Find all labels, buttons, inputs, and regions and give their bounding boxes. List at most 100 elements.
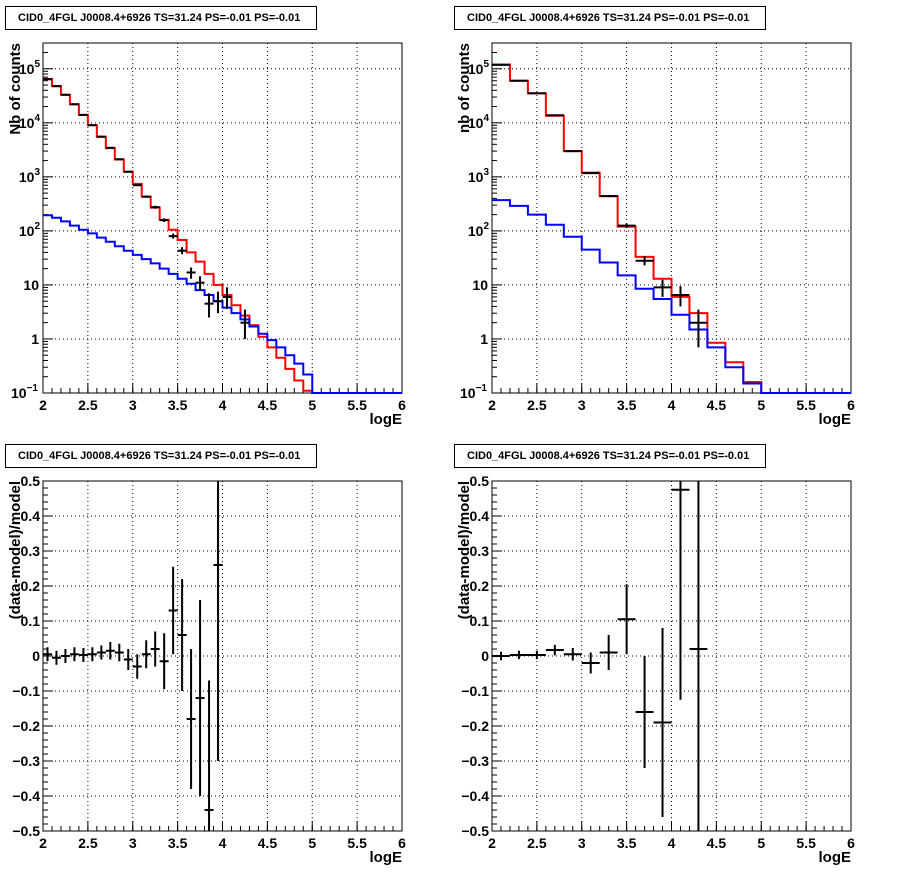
y-tick-label: 0.1 xyxy=(21,613,41,629)
x-tick-label: 4.5 xyxy=(258,835,278,851)
data-point xyxy=(69,647,79,662)
grid xyxy=(43,43,402,393)
data-point xyxy=(653,279,672,297)
data-point xyxy=(186,649,196,789)
data-point xyxy=(114,643,124,662)
data-point xyxy=(60,649,70,663)
x-tick-label: 3 xyxy=(129,397,137,413)
y-tick-label: 0 xyxy=(32,648,40,664)
panel-top-left: CID0_4FGL J0008.4+6926 TS=31.24 PS=-0.01… xyxy=(0,0,449,437)
data-point xyxy=(671,286,690,307)
data-point xyxy=(159,633,169,690)
y-tick-label: 1 xyxy=(480,331,488,347)
data-point xyxy=(204,680,214,831)
data-point xyxy=(87,647,97,662)
x-tick-label: 3.5 xyxy=(617,397,637,413)
y-tick-label: 103 xyxy=(468,167,490,185)
grid xyxy=(492,481,851,831)
chart-title: CID0_4FGL J0008.4+6926 TS=31.24 PS=-0.01… xyxy=(5,444,317,468)
y-tick-label: −0.1 xyxy=(12,683,40,699)
x-tick-label: 5 xyxy=(757,835,765,851)
grid xyxy=(43,481,402,831)
residual-plot-right: 2 2.5 3 3.5 4 4.5 5 5.5 6 −0.5 −0.4 −0.3 −0.2 −0.1 0 0.… xyxy=(456,473,855,866)
chart-title: CID0_4FGL J0008.4+6926 TS=31.24 PS=-0.01… xyxy=(454,444,766,468)
data-point xyxy=(689,481,708,831)
data-point xyxy=(222,287,232,309)
x-tick-label: 3.5 xyxy=(617,835,637,851)
data-point xyxy=(150,205,160,209)
x-tick-label: 3.5 xyxy=(168,397,188,413)
data-point xyxy=(195,600,205,796)
x-tick-label: 3 xyxy=(129,835,137,851)
x-tick-label: 4.5 xyxy=(707,397,727,413)
data-point xyxy=(617,584,636,655)
data-point xyxy=(240,309,250,339)
x-tick-label: 2 xyxy=(39,835,47,851)
data-point xyxy=(527,650,546,660)
data-point xyxy=(78,647,88,662)
data-point xyxy=(51,650,61,665)
data-point xyxy=(150,631,160,667)
data-point xyxy=(159,218,169,223)
y-tick-label: −0.5 xyxy=(461,823,489,839)
data-point xyxy=(132,654,142,679)
data-point xyxy=(635,256,654,266)
counts-plot-right: 2 2.5 3 3.5 4 4.5 5 5.5 6 10−1 1 10 102 103 104 105 logE… xyxy=(456,42,855,428)
x-tick-label: 3 xyxy=(578,835,586,851)
x-tick-label: 2 xyxy=(488,835,496,851)
y-tick-label: −0.2 xyxy=(461,718,489,734)
x-tick-label: 4 xyxy=(668,397,676,413)
y-tick-label: −0.1 xyxy=(461,683,489,699)
x-tick-label: 2.5 xyxy=(527,397,547,413)
y-axis-label: (data-model)/model xyxy=(7,481,24,619)
panel-bottom-left: CID0_4FGL J0008.4+6926 TS=31.24 PS=-0.01… xyxy=(0,437,449,875)
y-tick-label: 0.5 xyxy=(21,473,41,489)
x-tick-label: 2 xyxy=(39,397,47,413)
x-tick-label: 5.5 xyxy=(347,835,367,851)
x-tick-label: 6 xyxy=(847,835,855,851)
data-point xyxy=(563,150,582,153)
panel-bottom-right: CID0_4FGL J0008.4+6926 TS=31.24 PS=-0.01… xyxy=(449,437,898,875)
y-tick-label: 105 xyxy=(468,59,490,77)
data-point xyxy=(635,656,654,768)
data-point xyxy=(168,233,178,239)
x-tick-label: 6 xyxy=(847,397,855,413)
data-point xyxy=(671,481,690,700)
x-tick-label: 5.5 xyxy=(796,397,816,413)
y-tick-label: −0.4 xyxy=(12,788,40,804)
data-point xyxy=(43,647,52,662)
y-tick-label: −0.3 xyxy=(12,753,40,769)
data-point xyxy=(87,124,97,127)
data-point xyxy=(509,650,528,660)
data-point xyxy=(617,223,636,228)
x-axis-label: logE xyxy=(819,411,852,428)
y-tick-label: −0.4 xyxy=(461,788,489,804)
axes: 2 2.5 3 3.5 4 4.5 5 5.5 6 −0.5 −0.4 −0.3 −0.2 −0.1 0 0.… xyxy=(456,473,855,866)
y-tick-label: 105 xyxy=(19,59,41,77)
y-tick-label: 0.3 xyxy=(470,543,490,559)
x-tick-label: 5.5 xyxy=(347,397,367,413)
data-point xyxy=(105,146,115,149)
data-point xyxy=(123,170,133,173)
x-tick-label: 2 xyxy=(488,397,496,413)
x-tick-label: 4 xyxy=(219,397,227,413)
x-tick-label: 2.5 xyxy=(527,835,547,851)
model-histogram-line xyxy=(492,199,851,394)
data-point xyxy=(186,267,196,279)
plot-frame xyxy=(42,480,403,832)
y-tick-label: 10−1 xyxy=(460,383,487,401)
y-tick-label: 0.2 xyxy=(21,578,41,594)
y-axis-label: nb of counts xyxy=(456,43,473,133)
x-tick-label: 4.5 xyxy=(707,835,727,851)
y-tick-label: −0.5 xyxy=(12,823,40,839)
data-point xyxy=(581,172,600,175)
data-point xyxy=(581,652,600,674)
x-tick-label: 4 xyxy=(668,835,676,851)
data-point xyxy=(168,566,178,655)
data-point xyxy=(204,293,214,318)
plot-frame xyxy=(42,42,403,394)
axes: 2 2.5 3 3.5 4 4.5 5 5.5 6 10−1 1 10 102 103 104 105 logE… xyxy=(7,42,406,428)
residual-plot-left: 2 2.5 3 3.5 4 4.5 5 5.5 6 −0.5 −0.4 −0.3 −0.2 −0.1 0 0.… xyxy=(7,473,406,866)
data-point xyxy=(141,640,151,669)
